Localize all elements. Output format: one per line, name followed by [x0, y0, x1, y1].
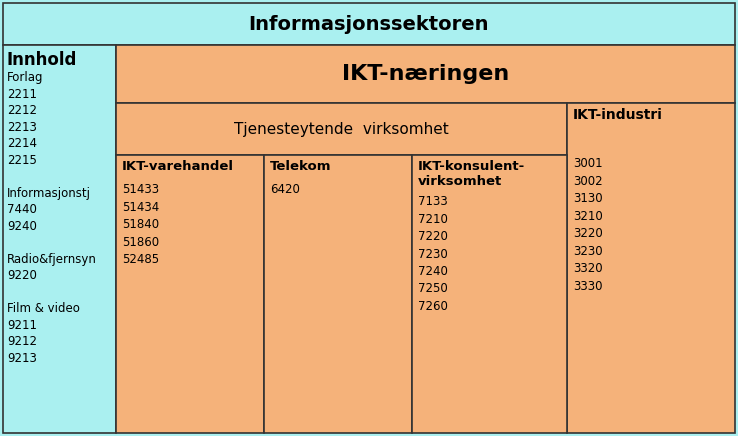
Text: 3001
3002
3130
3210
3220
3230
3320
3330: 3001 3002 3130 3210 3220 3230 3320 3330 — [573, 157, 603, 293]
Bar — [116, 103, 567, 155]
Text: 6420: 6420 — [270, 183, 300, 196]
Bar — [3, 3, 735, 45]
Text: Innhold: Innhold — [7, 51, 77, 69]
Text: IKT-konsulent-
virksomhet: IKT-konsulent- virksomhet — [418, 160, 525, 188]
Bar — [567, 103, 735, 433]
Text: 51433
51434
51840
51860
52485: 51433 51434 51840 51860 52485 — [122, 183, 159, 266]
Bar — [116, 155, 264, 433]
Text: Forlag
2211
2212
2213
2214
2215

Informasjonstj
7440
9240

Radio&fjernsyn
9220

: Forlag 2211 2212 2213 2214 2215 Informas… — [7, 71, 97, 364]
Bar — [3, 45, 116, 433]
Text: 7133
7210
7220
7230
7240
7250
7260: 7133 7210 7220 7230 7240 7250 7260 — [418, 195, 448, 313]
Bar — [116, 45, 735, 103]
Text: IKT-industri: IKT-industri — [573, 108, 663, 122]
Bar — [412, 155, 567, 433]
Bar — [264, 155, 412, 433]
Text: Telekom: Telekom — [270, 160, 331, 173]
Text: IKT-næringen: IKT-næringen — [342, 64, 509, 84]
Text: Informasjonssektoren: Informasjonssektoren — [249, 14, 489, 34]
Text: Tjenesteytende  virksomhet: Tjenesteytende virksomhet — [234, 122, 449, 136]
Text: IKT-varehandel: IKT-varehandel — [122, 160, 234, 173]
